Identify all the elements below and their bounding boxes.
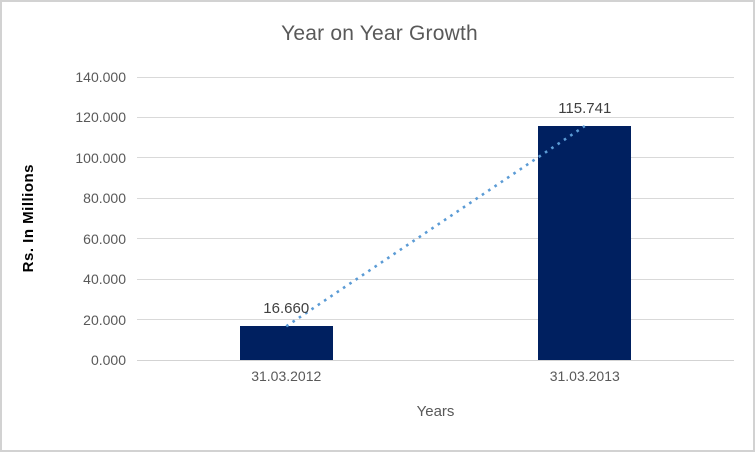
x-tick-label: 31.03.2013 xyxy=(549,368,620,384)
x-tick-label: 31.03.2012 xyxy=(251,368,322,384)
chart-title: Year on Year Growth xyxy=(281,22,478,45)
y-tick-label: 60.000 xyxy=(83,230,126,247)
x-axis-line xyxy=(137,359,734,361)
gridline xyxy=(137,157,734,159)
y-tick-label: 100.000 xyxy=(75,149,126,166)
gridline xyxy=(137,76,734,78)
y-tick-label: 20.000 xyxy=(83,311,126,328)
gridline xyxy=(137,278,734,280)
trendline xyxy=(285,124,586,328)
data-label: 16.660 xyxy=(263,300,310,318)
bar-31.03.2012 xyxy=(239,326,333,360)
bar-31.03.2013 xyxy=(538,126,632,360)
gridline xyxy=(137,238,734,240)
y-tick-label: 40.000 xyxy=(83,271,126,288)
y-axis-title: Rs. In Millions xyxy=(19,164,37,273)
gridline xyxy=(137,116,734,118)
y-axis-title-wrap: Rs. In Millions xyxy=(16,77,40,360)
data-label: 115.741 xyxy=(558,100,612,118)
y-tick-label: 80.000 xyxy=(83,190,126,207)
plot-area xyxy=(137,76,734,361)
y-tick-label: 140.000 xyxy=(75,69,126,85)
gridline xyxy=(137,197,734,199)
gridline xyxy=(137,319,734,321)
y-tick-label: 0.000 xyxy=(90,352,126,368)
y-tick-label: 120.000 xyxy=(75,109,126,126)
x-axis-title: Years xyxy=(416,403,455,420)
